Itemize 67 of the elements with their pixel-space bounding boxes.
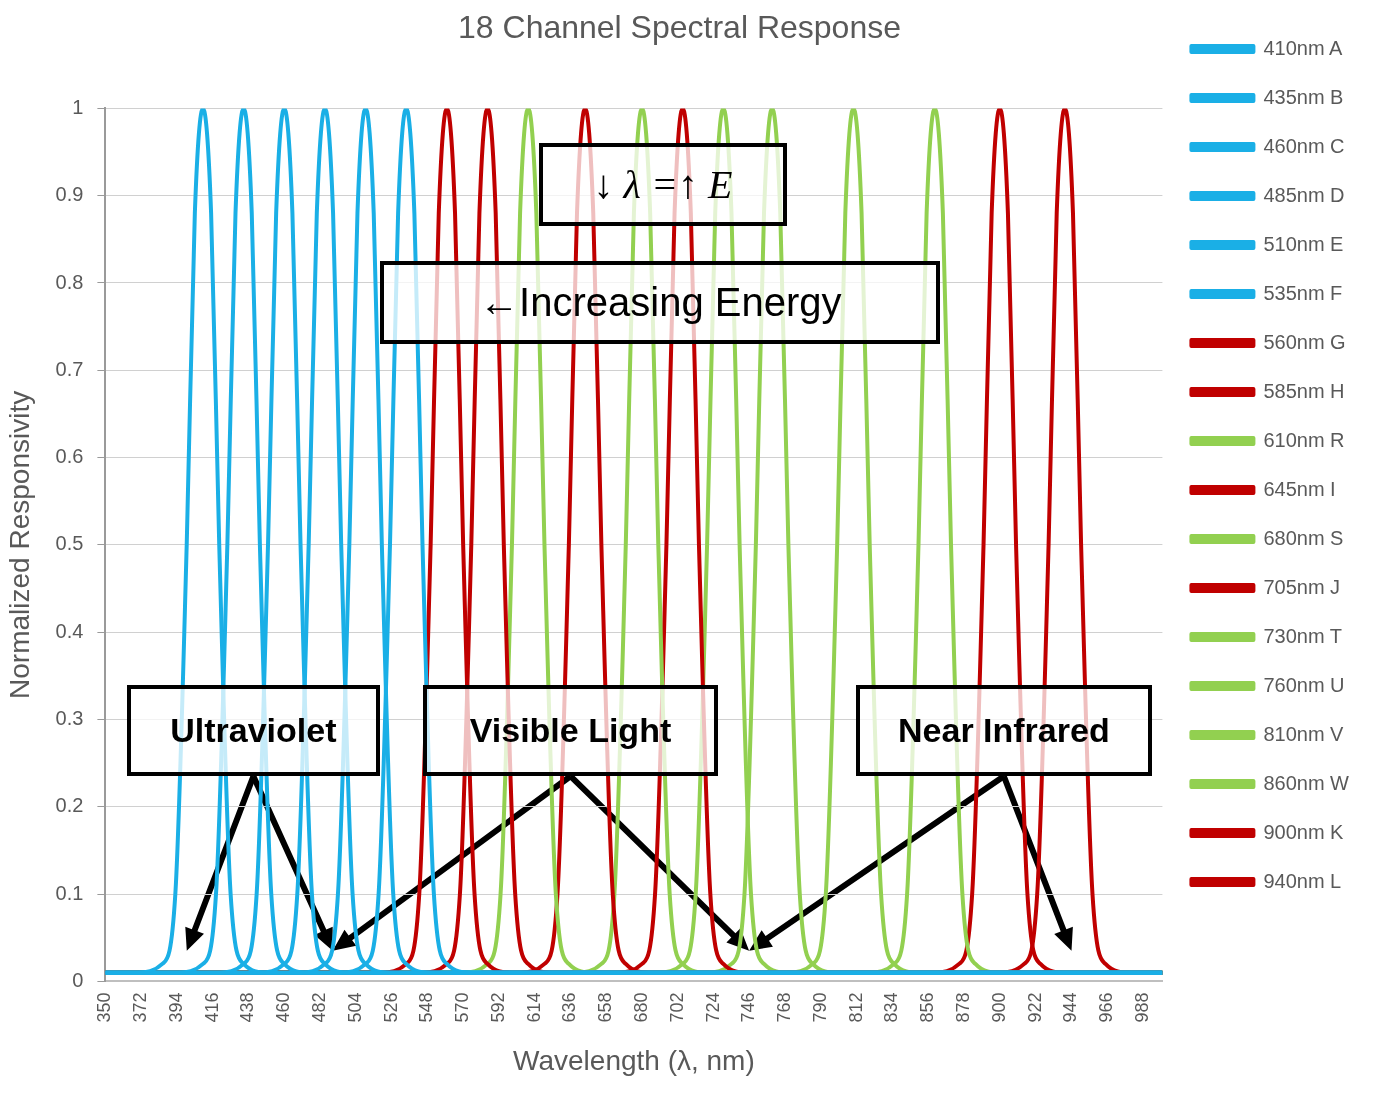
x-tick-label: 482 bbox=[309, 992, 330, 1023]
legend-label: 560nm G bbox=[1263, 330, 1346, 353]
x-tick-label: 900 bbox=[988, 992, 1009, 1023]
y-tick-label: 0.5 bbox=[55, 532, 84, 555]
y-tick-label: 0.6 bbox=[55, 445, 84, 468]
y-axis-title: Normalized Responsivity bbox=[3, 390, 35, 699]
x-tick-label: 416 bbox=[201, 992, 222, 1023]
legend-label: 680nm S bbox=[1263, 526, 1344, 549]
legend-label: 760nm U bbox=[1263, 673, 1345, 696]
x-tick-label: 724 bbox=[702, 992, 723, 1023]
x-tick-label: 768 bbox=[774, 992, 795, 1023]
legend-label: 510nm E bbox=[1263, 232, 1344, 255]
x-tick-label: 636 bbox=[559, 992, 580, 1023]
legend-label: 860nm W bbox=[1263, 771, 1350, 794]
x-tick-label: 878 bbox=[952, 992, 973, 1023]
legend-label: 705nm J bbox=[1263, 575, 1341, 598]
x-tick-label: 460 bbox=[273, 992, 294, 1023]
x-tick-label: 790 bbox=[809, 992, 830, 1023]
x-axis-title: Wavelength (λ, nm) bbox=[513, 1044, 755, 1076]
y-tick-label: 0 bbox=[72, 968, 84, 991]
callout-box: ←Increasing Energy bbox=[380, 261, 941, 345]
x-tick-label: 658 bbox=[595, 992, 616, 1023]
x-tick-label: 570 bbox=[452, 992, 473, 1023]
x-tick-label: 966 bbox=[1096, 992, 1117, 1023]
x-tick-label: 350 bbox=[94, 992, 115, 1023]
x-tick-label: 856 bbox=[917, 992, 938, 1023]
y-tick-label: 0.2 bbox=[55, 794, 84, 817]
y-tick-label: 1 bbox=[72, 95, 84, 118]
x-tick-label: 592 bbox=[487, 992, 508, 1023]
legend-label: 460nm C bbox=[1263, 134, 1345, 157]
x-tick-label: 438 bbox=[237, 992, 258, 1023]
legend-label: 900nm K bbox=[1263, 820, 1345, 843]
chart-title: 18 Channel Spectral Response bbox=[458, 9, 901, 46]
x-tick-label: 702 bbox=[666, 992, 687, 1023]
x-tick-label: 944 bbox=[1060, 992, 1081, 1023]
x-tick-label: 504 bbox=[344, 992, 365, 1023]
x-tick-label: 746 bbox=[738, 992, 759, 1023]
y-tick-label: 0.8 bbox=[55, 270, 84, 293]
legend-label: 585nm H bbox=[1263, 379, 1345, 402]
x-tick-label: 812 bbox=[845, 992, 866, 1023]
legend-label: 485nm D bbox=[1263, 183, 1345, 206]
callout-box: Near Infrared bbox=[855, 684, 1152, 777]
y-tick-label: 0.7 bbox=[55, 357, 84, 380]
y-tick-label: 0.1 bbox=[55, 881, 84, 904]
legend-label: 810nm V bbox=[1263, 722, 1345, 745]
y-tick-label: 0.4 bbox=[55, 619, 84, 642]
callout-box: Visible Light bbox=[422, 684, 719, 777]
legend-label: 410nm A bbox=[1263, 36, 1344, 59]
x-tick-label: 834 bbox=[881, 992, 902, 1023]
legend-label: 940nm L bbox=[1263, 869, 1342, 892]
x-tick-label: 988 bbox=[1131, 992, 1152, 1023]
x-tick-label: 614 bbox=[523, 992, 544, 1023]
x-tick-label: 526 bbox=[380, 992, 401, 1023]
x-tick-label: 680 bbox=[631, 992, 652, 1023]
legend-label: 730nm T bbox=[1263, 624, 1342, 647]
x-tick-label: 922 bbox=[1024, 992, 1045, 1023]
callout-box: Ultraviolet bbox=[126, 684, 381, 777]
callout-box: ↓ λ =↑ E bbox=[538, 143, 788, 227]
x-tick-label: 372 bbox=[130, 992, 151, 1023]
x-tick-label: 548 bbox=[416, 992, 437, 1023]
legend-label: 610nm R bbox=[1263, 428, 1345, 451]
legend-label: 645nm I bbox=[1263, 477, 1336, 500]
y-tick-label: 0.3 bbox=[55, 706, 84, 729]
legend-label: 535nm F bbox=[1263, 281, 1343, 304]
x-tick-label: 394 bbox=[165, 992, 186, 1023]
y-tick-label: 0.9 bbox=[55, 183, 84, 206]
legend-label: 435nm B bbox=[1263, 85, 1344, 108]
